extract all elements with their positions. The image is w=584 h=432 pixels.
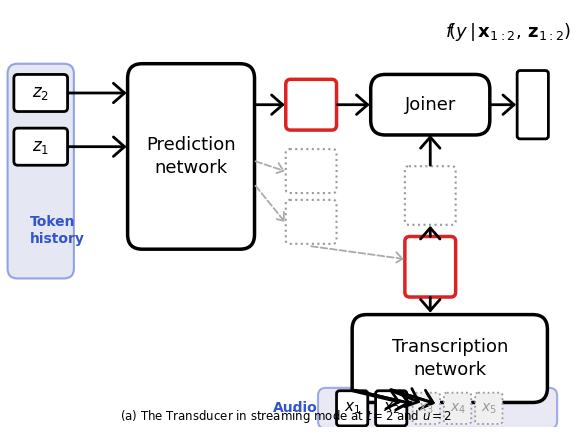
FancyBboxPatch shape	[318, 388, 557, 429]
Text: Audio: Audio	[273, 401, 318, 415]
FancyBboxPatch shape	[8, 64, 74, 279]
FancyBboxPatch shape	[286, 79, 336, 130]
FancyBboxPatch shape	[14, 74, 68, 111]
Text: $x_1$: $x_1$	[343, 400, 361, 416]
Text: Transcription
network: Transcription network	[392, 338, 508, 379]
FancyBboxPatch shape	[413, 393, 440, 424]
Text: $x_3$: $x_3$	[418, 401, 434, 416]
Text: Joiner: Joiner	[405, 96, 456, 114]
FancyBboxPatch shape	[336, 391, 368, 426]
FancyBboxPatch shape	[405, 236, 456, 297]
FancyBboxPatch shape	[517, 70, 548, 139]
Text: $f\!\left(y\,|\,\mathbf{x}_{1:2},\,\mathbf{z}_{1:2}\right)$: $f\!\left(y\,|\,\mathbf{x}_{1:2},\,\math…	[445, 22, 572, 44]
Text: Prediction
network: Prediction network	[146, 136, 236, 177]
FancyBboxPatch shape	[405, 166, 456, 225]
FancyBboxPatch shape	[286, 149, 336, 193]
Text: (a) The Transducer in streaming mode at $t=2$ and $u=2$: (a) The Transducer in streaming mode at …	[120, 408, 452, 425]
FancyBboxPatch shape	[352, 314, 547, 403]
FancyBboxPatch shape	[14, 128, 68, 165]
FancyBboxPatch shape	[128, 64, 255, 249]
Text: Token
history: Token history	[30, 215, 85, 246]
Text: $z_2$: $z_2$	[32, 84, 49, 102]
FancyBboxPatch shape	[376, 391, 407, 426]
Text: $z_1$: $z_1$	[32, 138, 49, 156]
Text: $x_4$: $x_4$	[450, 401, 465, 416]
FancyBboxPatch shape	[444, 393, 471, 424]
FancyBboxPatch shape	[371, 74, 490, 135]
FancyBboxPatch shape	[286, 200, 336, 244]
FancyBboxPatch shape	[475, 393, 502, 424]
Text: $x_5$: $x_5$	[481, 401, 497, 416]
Text: $x_2$: $x_2$	[383, 400, 399, 416]
